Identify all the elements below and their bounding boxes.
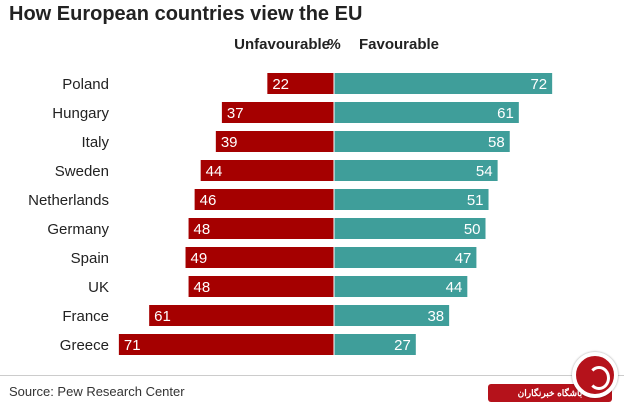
unfavourable-bar-poland (267, 73, 334, 94)
country-label-uk: UK (88, 279, 109, 296)
country-label-hungary: Hungary (52, 105, 109, 122)
unfavourable-bar-spain (185, 247, 334, 268)
favourable-header: Favourable (359, 36, 440, 53)
country-label-france: France (62, 308, 109, 325)
favourable-value-france: 38 (427, 308, 444, 325)
country-label-italy: Italy (81, 134, 109, 151)
unfavourable-bar-netherlands (194, 189, 334, 210)
country-label-greece: Greece (60, 337, 109, 354)
favourable-bar-greece (334, 334, 416, 355)
unfavourable-value-sweden: 44 (206, 163, 223, 180)
unfavourable-bar-uk (188, 276, 334, 297)
unfavourable-value-germany: 48 (194, 221, 211, 238)
favourable-bar-uk (334, 276, 468, 297)
country-label-spain: Spain (71, 250, 109, 267)
favourable-value-poland: 72 (530, 76, 547, 93)
favourable-bar-sweden (334, 160, 498, 181)
favourable-value-hungary: 61 (497, 105, 514, 122)
unfavourable-bar-germany (188, 218, 334, 239)
favourable-value-italy: 58 (488, 134, 505, 151)
favourable-bar-france (334, 305, 450, 326)
unfavourable-bar-sweden (200, 160, 334, 181)
unfavourable-bar-greece (118, 334, 334, 355)
favourable-bar-netherlands (334, 189, 489, 210)
favourable-bar-hungary (334, 102, 519, 123)
unfavourable-header: Unfavourable (234, 36, 330, 53)
favourable-value-spain: 47 (455, 250, 472, 267)
percent-header: % (327, 36, 341, 53)
unfavourable-bar-italy (215, 131, 334, 152)
favourable-value-netherlands: 51 (467, 192, 484, 209)
source-divider (0, 375, 624, 376)
unfavourable-value-greece: 71 (124, 337, 141, 354)
favourable-value-greece: 27 (394, 337, 411, 354)
favourable-bar-spain (334, 247, 477, 268)
unfavourable-value-hungary: 37 (227, 105, 244, 122)
unfavourable-value-italy: 39 (221, 134, 238, 151)
country-label-sweden: Sweden (55, 163, 109, 180)
watermark-logo-icon (572, 352, 618, 398)
unfavourable-value-spain: 49 (191, 250, 208, 267)
unfavourable-bar-france (149, 305, 334, 326)
favourable-bar-germany (334, 218, 486, 239)
unfavourable-value-netherlands: 46 (200, 192, 217, 209)
diverging-bar-chart: Poland 22 72 Hungary 37 61 Italy 39 58 Sweden 44 54… (28, 73, 553, 355)
favourable-value-germany: 50 (464, 221, 481, 238)
country-label-poland: Poland (62, 76, 109, 93)
favourable-bar-italy (334, 131, 510, 152)
unfavourable-bar-hungary (221, 102, 334, 123)
favourable-bar-poland (334, 73, 553, 94)
unfavourable-value-france: 61 (154, 308, 171, 325)
unfavourable-value-poland: 22 (272, 76, 289, 93)
unfavourable-value-uk: 48 (194, 279, 211, 296)
country-label-germany: Germany (47, 221, 109, 238)
country-label-netherlands: Netherlands (28, 192, 109, 209)
chart-title: How European countries view the EU (9, 3, 363, 25)
source-note: Source: Pew Research Center (9, 384, 185, 399)
favourable-value-uk: 44 (446, 279, 463, 296)
favourable-value-sweden: 54 (476, 163, 493, 180)
